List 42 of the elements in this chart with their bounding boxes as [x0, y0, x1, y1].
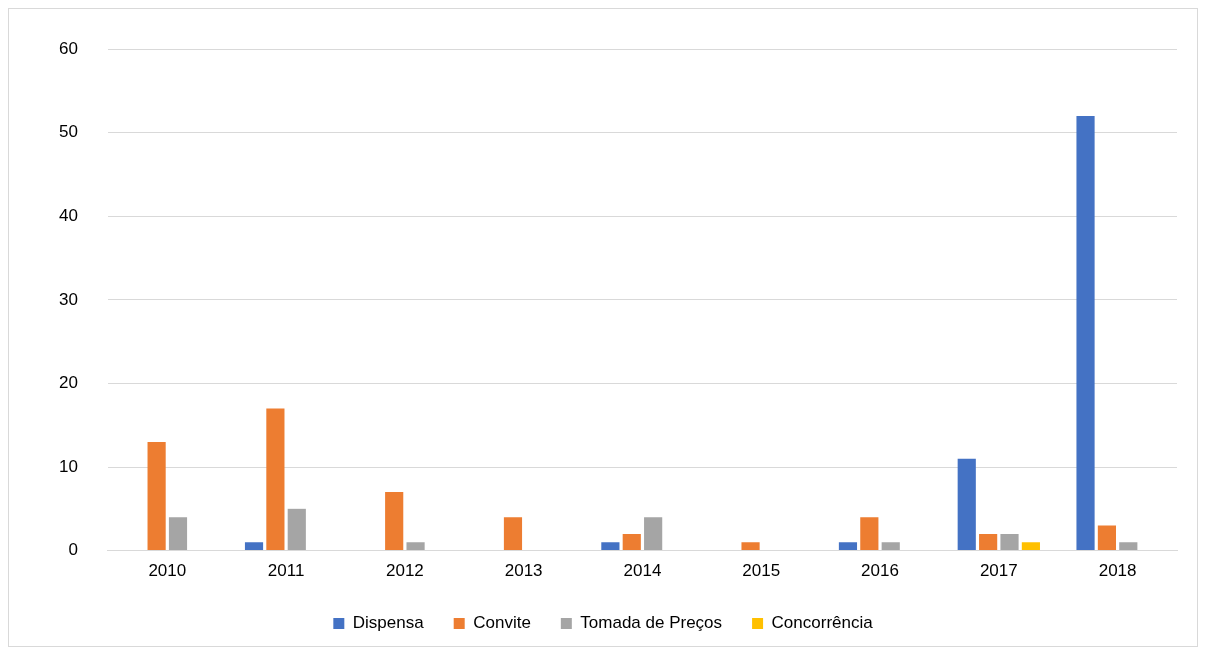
x-tick-label: 2015 [742, 561, 781, 581]
bar [406, 542, 425, 551]
bar [1021, 542, 1040, 551]
y-tick-label: 40 [58, 206, 78, 226]
x-tick-label: 2010 [148, 561, 187, 581]
y-tick-label: 20 [58, 373, 78, 393]
bar [644, 517, 663, 551]
bar [1097, 525, 1116, 551]
bar [147, 441, 166, 551]
x-tick-label: 2012 [385, 561, 424, 581]
bar [881, 542, 900, 551]
legend-label: Tomada de Preços [580, 613, 723, 633]
bar [601, 542, 620, 551]
x-tick-label: 2013 [504, 561, 543, 581]
x-tick-label: 2018 [1098, 561, 1137, 581]
y-tick-label: 10 [58, 456, 78, 476]
bar [1076, 116, 1095, 551]
legend-label: Dispensa [352, 613, 425, 633]
bar [385, 492, 404, 551]
x-tick-label: 2016 [861, 561, 899, 581]
bar [957, 458, 976, 551]
y-tick-label: 50 [58, 122, 78, 142]
bar [503, 517, 523, 551]
bar [287, 508, 306, 551]
x-tick-label: 2011 [267, 561, 305, 581]
legend-label: Convite [473, 613, 531, 633]
bar [1000, 533, 1019, 551]
legend-label: Concorrência [771, 613, 874, 633]
bar [860, 517, 879, 551]
y-tick-label: 0 [68, 540, 78, 560]
bar [622, 533, 641, 551]
bar [244, 542, 264, 551]
y-tick-label: 30 [58, 289, 78, 309]
bar [168, 517, 188, 551]
bar [1119, 542, 1138, 551]
bar [838, 542, 858, 551]
y-tick-label: 60 [58, 38, 78, 58]
x-tick-label: 2017 [979, 561, 1018, 581]
bar [979, 533, 998, 551]
bar [266, 408, 285, 551]
x-tick-label: 2014 [623, 561, 662, 581]
bar [741, 542, 760, 551]
